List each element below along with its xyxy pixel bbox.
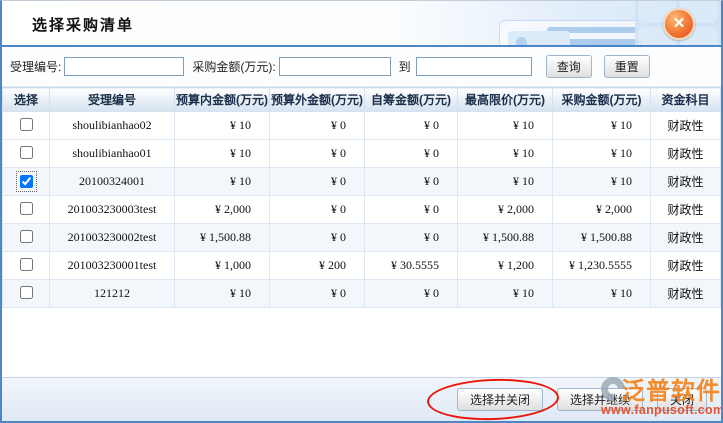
cell-budget-in: ¥ 2,000 <box>174 195 270 224</box>
cell-fund-subject: 财政性 <box>650 279 721 308</box>
cell-budget-out: ¥ 200 <box>269 251 365 280</box>
table-row: 201003230001test ¥ 1,000 ¥ 200 ¥ 30.5555… <box>2 251 721 280</box>
amount-from-input[interactable] <box>278 57 391 76</box>
cell-self-raised: ¥ 30.5555 <box>364 251 458 280</box>
cell-self-raised: ¥ 0 <box>364 167 458 196</box>
cell-budget-in: ¥ 10 <box>174 111 270 140</box>
col-header-budget-in: 预算内金额(万元) <box>174 87 270 112</box>
empty-content-area <box>2 308 721 377</box>
cell-self-raised: ¥ 0 <box>364 223 458 252</box>
table-header-row: 选择 受理编号 预算内金额(万元) 预算外金额(万元) 自筹金额(万元) 最高限… <box>2 87 721 112</box>
table-row-selected: 20100324001 ¥ 10 ¥ 0 ¥ 0 ¥ 10 ¥ 10 财政性 <box>2 167 721 196</box>
col-header-select: 选择 <box>2 87 50 112</box>
col-header-max-price: 最高限价(万元) <box>457 87 553 112</box>
cell-max-price: ¥ 2,000 <box>457 195 553 224</box>
col-header-self-raised: 自筹金额(万元) <box>364 87 458 112</box>
cell-budget-out: ¥ 0 <box>269 195 365 224</box>
table-row: 121212 ¥ 10 ¥ 0 ¥ 0 ¥ 10 ¥ 10 财政性 <box>2 279 721 308</box>
cell-budget-out: ¥ 0 <box>269 223 365 252</box>
cell-fund-subject: 财政性 <box>650 251 721 280</box>
cell-purchase: ¥ 1,500.88 <box>552 223 651 252</box>
col-header-purchase: 采购金额(万元) <box>552 87 651 112</box>
titlebar-decoration-line <box>562 39 642 45</box>
dialog-titlebar: 选择采购清单 ✕ <box>2 1 721 47</box>
table-row: 201003230002test ¥ 1,500.88 ¥ 0 ¥ 0 ¥ 1,… <box>2 223 721 252</box>
dialog-title: 选择采购清单 <box>32 17 135 34</box>
cell-budget-out: ¥ 0 <box>269 167 365 196</box>
cell-budget-in: ¥ 10 <box>174 279 270 308</box>
cell-max-price: ¥ 10 <box>457 111 553 140</box>
accept-no-label: 受理编号: <box>10 60 62 74</box>
close-button[interactable]: 关闭 <box>656 388 707 411</box>
cell-budget-out: ¥ 0 <box>269 111 365 140</box>
cell-purchase: ¥ 10 <box>552 111 651 140</box>
select-and-close-button[interactable]: 选择并关闭 <box>456 388 543 411</box>
purchase-list-table: 选择 受理编号 预算内金额(万元) 预算外金额(万元) 自筹金额(万元) 最高限… <box>2 87 721 308</box>
cell-fund-subject: 财政性 <box>650 139 721 168</box>
filter-bar: 受理编号: 采购金额(万元): 到 查询 重置 <box>2 47 721 87</box>
cell-purchase: ¥ 10 <box>552 167 651 196</box>
purchase-amount-label: 采购金额(万元): <box>192 60 276 74</box>
query-button[interactable]: 查询 <box>545 55 592 78</box>
cell-accept-no: shoulibianhao02 <box>49 111 175 140</box>
row-checkbox[interactable] <box>19 117 33 131</box>
amount-to-input[interactable] <box>415 57 532 76</box>
select-and-continue-button[interactable]: 选择并继续 <box>556 388 643 411</box>
cell-self-raised: ¥ 0 <box>364 111 458 140</box>
row-checkbox[interactable] <box>19 229 33 243</box>
cell-max-price: ¥ 1,200 <box>457 251 553 280</box>
cell-accept-no: 121212 <box>49 279 175 308</box>
titlebar-decoration-circle <box>516 37 527 45</box>
cell-budget-out: ¥ 0 <box>269 279 365 308</box>
cell-budget-in: ¥ 1,500.88 <box>174 223 270 252</box>
cell-fund-subject: 财政性 <box>650 167 721 196</box>
reset-button[interactable]: 重置 <box>603 55 650 78</box>
cell-self-raised: ¥ 0 <box>364 139 458 168</box>
row-checkbox[interactable] <box>19 175 33 188</box>
footer-bar: 选择并关闭 选择并继续 关闭 泛普软件 www.fanpusoft.com <box>2 371 721 421</box>
table-row: 201003230003test ¥ 2,000 ¥ 0 ¥ 0 ¥ 2,000… <box>2 195 721 224</box>
cell-max-price: ¥ 10 <box>457 279 553 308</box>
table-row: shoulibianhao01 ¥ 10 ¥ 0 ¥ 0 ¥ 10 ¥ 10 财… <box>2 139 721 168</box>
col-header-budget-out: 预算外金额(万元) <box>269 87 365 112</box>
cell-max-price: ¥ 10 <box>457 139 553 168</box>
col-header-accept-no: 受理编号 <box>49 87 175 112</box>
close-icon[interactable]: ✕ <box>663 8 695 40</box>
cell-self-raised: ¥ 0 <box>364 195 458 224</box>
cell-purchase: ¥ 10 <box>552 139 651 168</box>
titlebar-decoration-card <box>500 21 650 45</box>
row-checkbox[interactable] <box>19 285 33 299</box>
row-checkbox[interactable] <box>19 201 33 215</box>
titlebar-decoration-line <box>547 27 637 33</box>
cell-fund-subject: 财政性 <box>650 111 721 140</box>
cell-budget-in: ¥ 10 <box>174 167 270 196</box>
titlebar-decoration-photo <box>508 31 570 45</box>
row-checkbox[interactable] <box>19 145 33 159</box>
cell-accept-no: shoulibianhao01 <box>49 139 175 168</box>
cell-max-price: ¥ 10 <box>457 167 553 196</box>
to-label: 到 <box>398 60 411 74</box>
accept-no-input[interactable] <box>64 57 185 76</box>
cell-max-price: ¥ 1,500.88 <box>457 223 553 252</box>
cell-purchase: ¥ 10 <box>552 279 651 308</box>
cell-accept-no: 201003230001test <box>49 251 175 280</box>
cell-self-raised: ¥ 0 <box>364 279 458 308</box>
cell-purchase: ¥ 2,000 <box>552 195 651 224</box>
cell-accept-no: 201003230003test <box>49 195 175 224</box>
cell-budget-in: ¥ 10 <box>174 139 270 168</box>
cell-purchase: ¥ 1,230.5555 <box>552 251 651 280</box>
row-checkbox[interactable] <box>19 257 33 271</box>
cell-fund-subject: 财政性 <box>650 223 721 252</box>
table-row: shoulibianhao02 ¥ 10 ¥ 0 ¥ 0 ¥ 10 ¥ 10 财… <box>2 111 721 140</box>
cell-budget-in: ¥ 1,000 <box>174 251 270 280</box>
cell-fund-subject: 财政性 <box>650 195 721 224</box>
cell-accept-no: 20100324001 <box>49 167 175 196</box>
cell-accept-no: 201003230002test <box>49 223 175 252</box>
col-header-fund-subject: 资金科目 <box>650 87 721 112</box>
cell-budget-out: ¥ 0 <box>269 139 365 168</box>
